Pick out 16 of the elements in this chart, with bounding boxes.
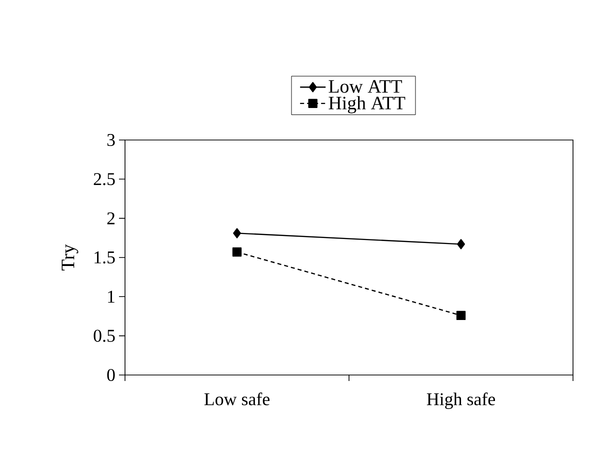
point: [232, 247, 242, 257]
y-tick-label: 1.5: [94, 251, 115, 264]
legend-label: Low ATT: [328, 80, 402, 93]
y-tick-label: 1: [108, 290, 114, 303]
point: [456, 310, 466, 320]
point: [457, 239, 465, 250]
y-tick-label: 0: [107, 368, 115, 382]
x-tick-label: Low safe: [204, 392, 270, 406]
y-tick-label: 0.5: [94, 330, 115, 342]
legend-label: High ATT: [328, 96, 406, 114]
y-tick-label: 2.5: [94, 173, 115, 186]
point: [233, 228, 241, 238]
y-axis-title: Try: [62, 244, 78, 270]
y-tick-label: 3: [107, 134, 115, 146]
x-tick-label: High safe: [426, 392, 495, 410]
y-tick-label: 2: [107, 212, 115, 224]
